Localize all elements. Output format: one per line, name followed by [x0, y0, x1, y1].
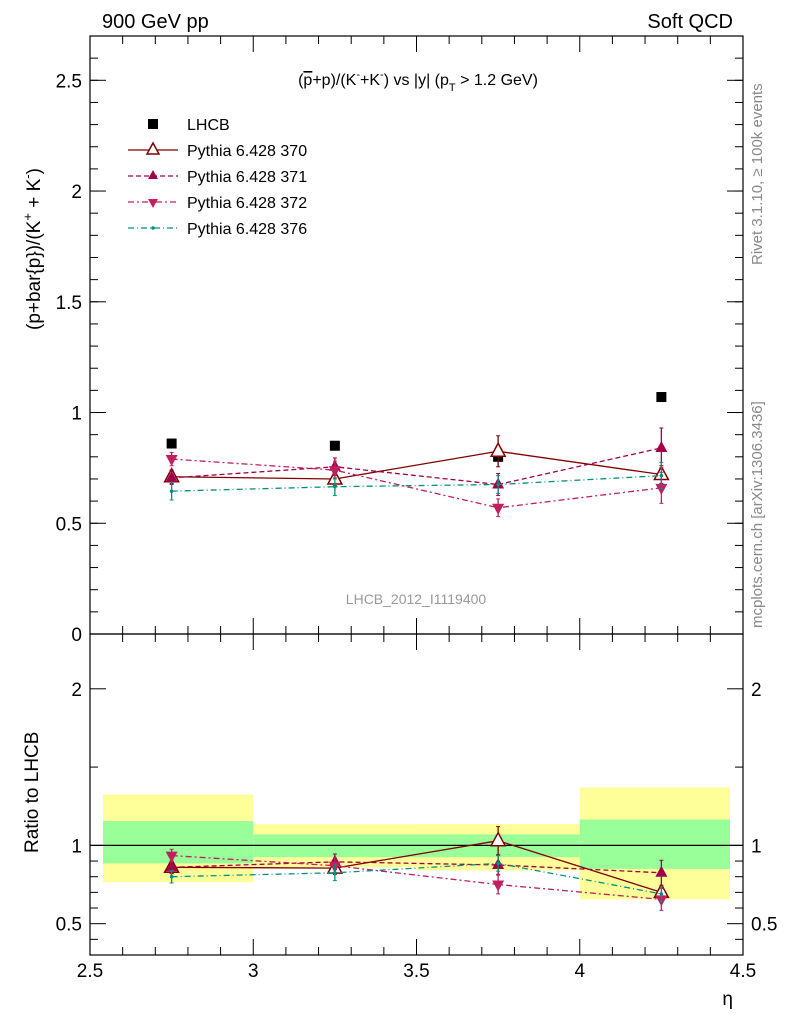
y-tick-label-right: 2 — [751, 680, 762, 701]
x-tick-label: 4 — [574, 961, 585, 982]
series-line — [171, 861, 662, 874]
series-point — [489, 831, 507, 847]
y-tick-label-right: 0.5 — [751, 915, 777, 936]
x-tick-label: 4.5 — [730, 961, 756, 982]
x-tick-label: 2.5 — [77, 961, 103, 982]
series-point — [165, 851, 178, 863]
y-tick-label: 2 — [71, 680, 82, 701]
series-point — [328, 466, 341, 478]
y-tick-label: 0.5 — [56, 514, 82, 535]
legend-label: Pythia 6.428 370 — [187, 143, 307, 160]
ratio-panel: 0.5 0.5 1 1 2 2 2.5 3 3.5 4 4.5 — [56, 633, 777, 982]
mcplots-label: mcplots.cern.ch [arXiv:1306.3436] — [749, 401, 766, 628]
ratio-band-inner — [579, 819, 730, 869]
upper-panel: 0 0.5 1 1.5 2 2.5 — [56, 35, 744, 646]
y-tick-label: 1 — [71, 404, 82, 425]
legend: LHCB Pythia 6.428 370 Pythia 6.428 371 Pyth… — [128, 117, 307, 238]
series-point — [165, 860, 178, 872]
y-tick-label: 2 — [71, 182, 82, 203]
series-point — [659, 892, 664, 896]
series-line — [171, 862, 662, 895]
x-axis-label: η — [722, 989, 733, 1010]
y-tick-label: 1.5 — [56, 293, 82, 314]
series-point — [655, 440, 668, 452]
series-point — [496, 861, 500, 866]
legend-marker — [151, 226, 155, 230]
series-line — [171, 474, 662, 492]
y-tick-label: 0.5 — [56, 915, 82, 936]
header-right: Soft QCD — [647, 11, 733, 33]
legend-marker — [148, 170, 158, 179]
lhcb-data-point — [656, 392, 667, 403]
rivet-version-label: Rivet 3.1.10, ≥ 100k events — [749, 83, 766, 265]
series-point — [659, 473, 664, 478]
legend-marker — [148, 119, 158, 129]
series-point — [489, 441, 507, 458]
x-tick-label: 3 — [248, 961, 259, 982]
y-tick-label: 0 — [71, 625, 82, 646]
legend-label: Pythia 6.428 371 — [187, 169, 307, 186]
series-point — [496, 482, 500, 487]
series-line — [171, 447, 662, 486]
lhcb-data-point — [166, 438, 177, 449]
series-line — [171, 450, 662, 480]
series-point — [169, 489, 174, 493]
series-line — [171, 840, 662, 893]
series-point — [333, 484, 337, 489]
series-point — [655, 865, 668, 877]
analysis-watermark: LHCB_2012_I1119400 — [346, 591, 487, 607]
legend-marker — [145, 141, 161, 155]
legend-marker — [148, 199, 158, 208]
ratio-band-inner — [103, 821, 254, 864]
upper-title: (p+p)/(K-+K-) vs |y| (pT > 1.2 GeV) — [298, 69, 538, 94]
y-tick-label-right: 1 — [751, 836, 762, 857]
series-point — [492, 503, 505, 515]
legend-label: LHCB — [187, 117, 230, 134]
legend-label: Pythia 6.428 376 — [187, 221, 307, 238]
upper-y-axis-label: (p+bar{p})/(K+ + K-) — [20, 168, 45, 330]
series-point — [492, 880, 505, 892]
header-left: 900 GeV pp — [102, 11, 209, 33]
y-tick-label: 1 — [71, 836, 82, 857]
lhcb-data-point — [329, 440, 340, 451]
series-line — [171, 854, 662, 901]
series-line — [171, 458, 662, 509]
y-tick-label: 2.5 — [56, 71, 82, 92]
legend-label: Pythia 6.428 372 — [187, 195, 307, 212]
series-point — [165, 470, 178, 482]
series-point — [333, 870, 337, 875]
lower-y-axis-label: Ratio to LHCB — [22, 732, 43, 853]
x-tick-label: 3.5 — [403, 961, 429, 982]
series-point — [169, 874, 174, 879]
series-point — [165, 455, 178, 467]
